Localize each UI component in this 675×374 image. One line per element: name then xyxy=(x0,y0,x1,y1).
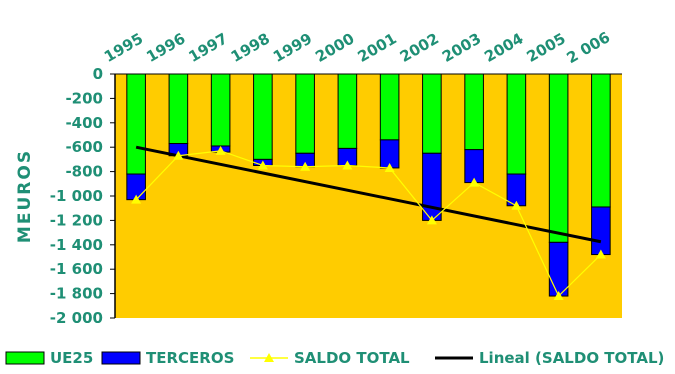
saldo-point xyxy=(469,177,480,187)
saldo-point xyxy=(215,145,226,155)
trend-layer xyxy=(135,145,602,244)
saldo-point xyxy=(131,194,142,204)
legend-label: SALDO TOTAL xyxy=(294,349,410,367)
bar-ue25 xyxy=(295,73,315,154)
x-tick-label: 2005 xyxy=(524,29,569,65)
y-tick-label: -2 000 xyxy=(50,309,103,327)
x-tick-label: 1996 xyxy=(143,29,188,65)
bar-ue25 xyxy=(210,73,231,147)
bar-ue25 xyxy=(168,73,189,145)
y-tick-label: -600 xyxy=(65,138,103,156)
bar-ue25 xyxy=(464,73,484,151)
legend-marker xyxy=(264,353,274,362)
x-tick-label: 2 006 xyxy=(564,28,614,67)
y-tick-label: -1 800 xyxy=(50,285,103,303)
saldo-point xyxy=(173,150,184,160)
legend-swatch xyxy=(5,351,45,365)
x-tick-label: 1998 xyxy=(228,29,273,65)
x-axis: 1995199619971998199920002001200220032004… xyxy=(101,28,622,75)
saldo-point xyxy=(342,160,353,170)
bar-terceros xyxy=(422,152,442,221)
y-tick-label: -800 xyxy=(65,163,103,181)
y-axis: 0 -200 -400 -600 -800 -1 000 -1 200 -1 400 -1 60… xyxy=(50,65,116,327)
saldo-point xyxy=(257,160,268,170)
x-tick-label: 2002 xyxy=(397,29,442,65)
bar-ue25 xyxy=(126,73,146,175)
x-tick-label: 2001 xyxy=(355,29,400,65)
saldo-point xyxy=(511,200,522,210)
legend-label: Lineal (SALDO TOTAL) xyxy=(479,349,664,367)
x-tick-label: 1995 xyxy=(101,29,146,65)
legend-swatch xyxy=(101,351,141,365)
x-tick-label: 1997 xyxy=(186,29,231,65)
saldo-total-line xyxy=(135,150,602,298)
legend-label: TERCEROS xyxy=(146,349,234,367)
x-tick-label: 2000 xyxy=(312,29,357,65)
saldo-point xyxy=(595,249,606,259)
legend: UE25 TERCEROS SALDO TOTAL Lineal (SALDO TOT… xyxy=(5,349,664,367)
y-tick-label: -1 600 xyxy=(50,260,103,278)
bar-ue25 xyxy=(422,73,442,154)
bar-ue25 xyxy=(506,73,527,175)
y-tick-label: -1 400 xyxy=(50,236,103,254)
saldo-point xyxy=(553,291,564,301)
y-tick-label: -1 200 xyxy=(50,211,103,229)
saldo-point xyxy=(300,161,311,171)
x-tick-label: 1999 xyxy=(270,29,315,65)
bar-ue25 xyxy=(591,73,611,208)
x-tick-label: 2004 xyxy=(481,29,526,65)
y-tick-label: -1 000 xyxy=(50,187,103,205)
y-axis-label: MEUROS xyxy=(15,149,35,243)
y-tick-label: 0 xyxy=(93,65,103,83)
bar-ue25 xyxy=(548,73,569,243)
bar-ue25 xyxy=(253,73,273,160)
bar-ue25 xyxy=(379,73,400,141)
legend-label: UE25 xyxy=(50,349,93,367)
bar-terceros xyxy=(591,206,611,256)
bar-terceros xyxy=(548,241,569,297)
saldo-line-layer xyxy=(131,145,606,301)
bar-ue25 xyxy=(337,73,358,149)
trend-line xyxy=(135,145,602,244)
saldo-point xyxy=(426,215,437,225)
y-tick-label: -200 xyxy=(65,89,103,107)
x-tick-label: 2003 xyxy=(439,29,484,65)
saldo-point xyxy=(384,162,395,172)
y-tick-label: -400 xyxy=(65,114,103,132)
